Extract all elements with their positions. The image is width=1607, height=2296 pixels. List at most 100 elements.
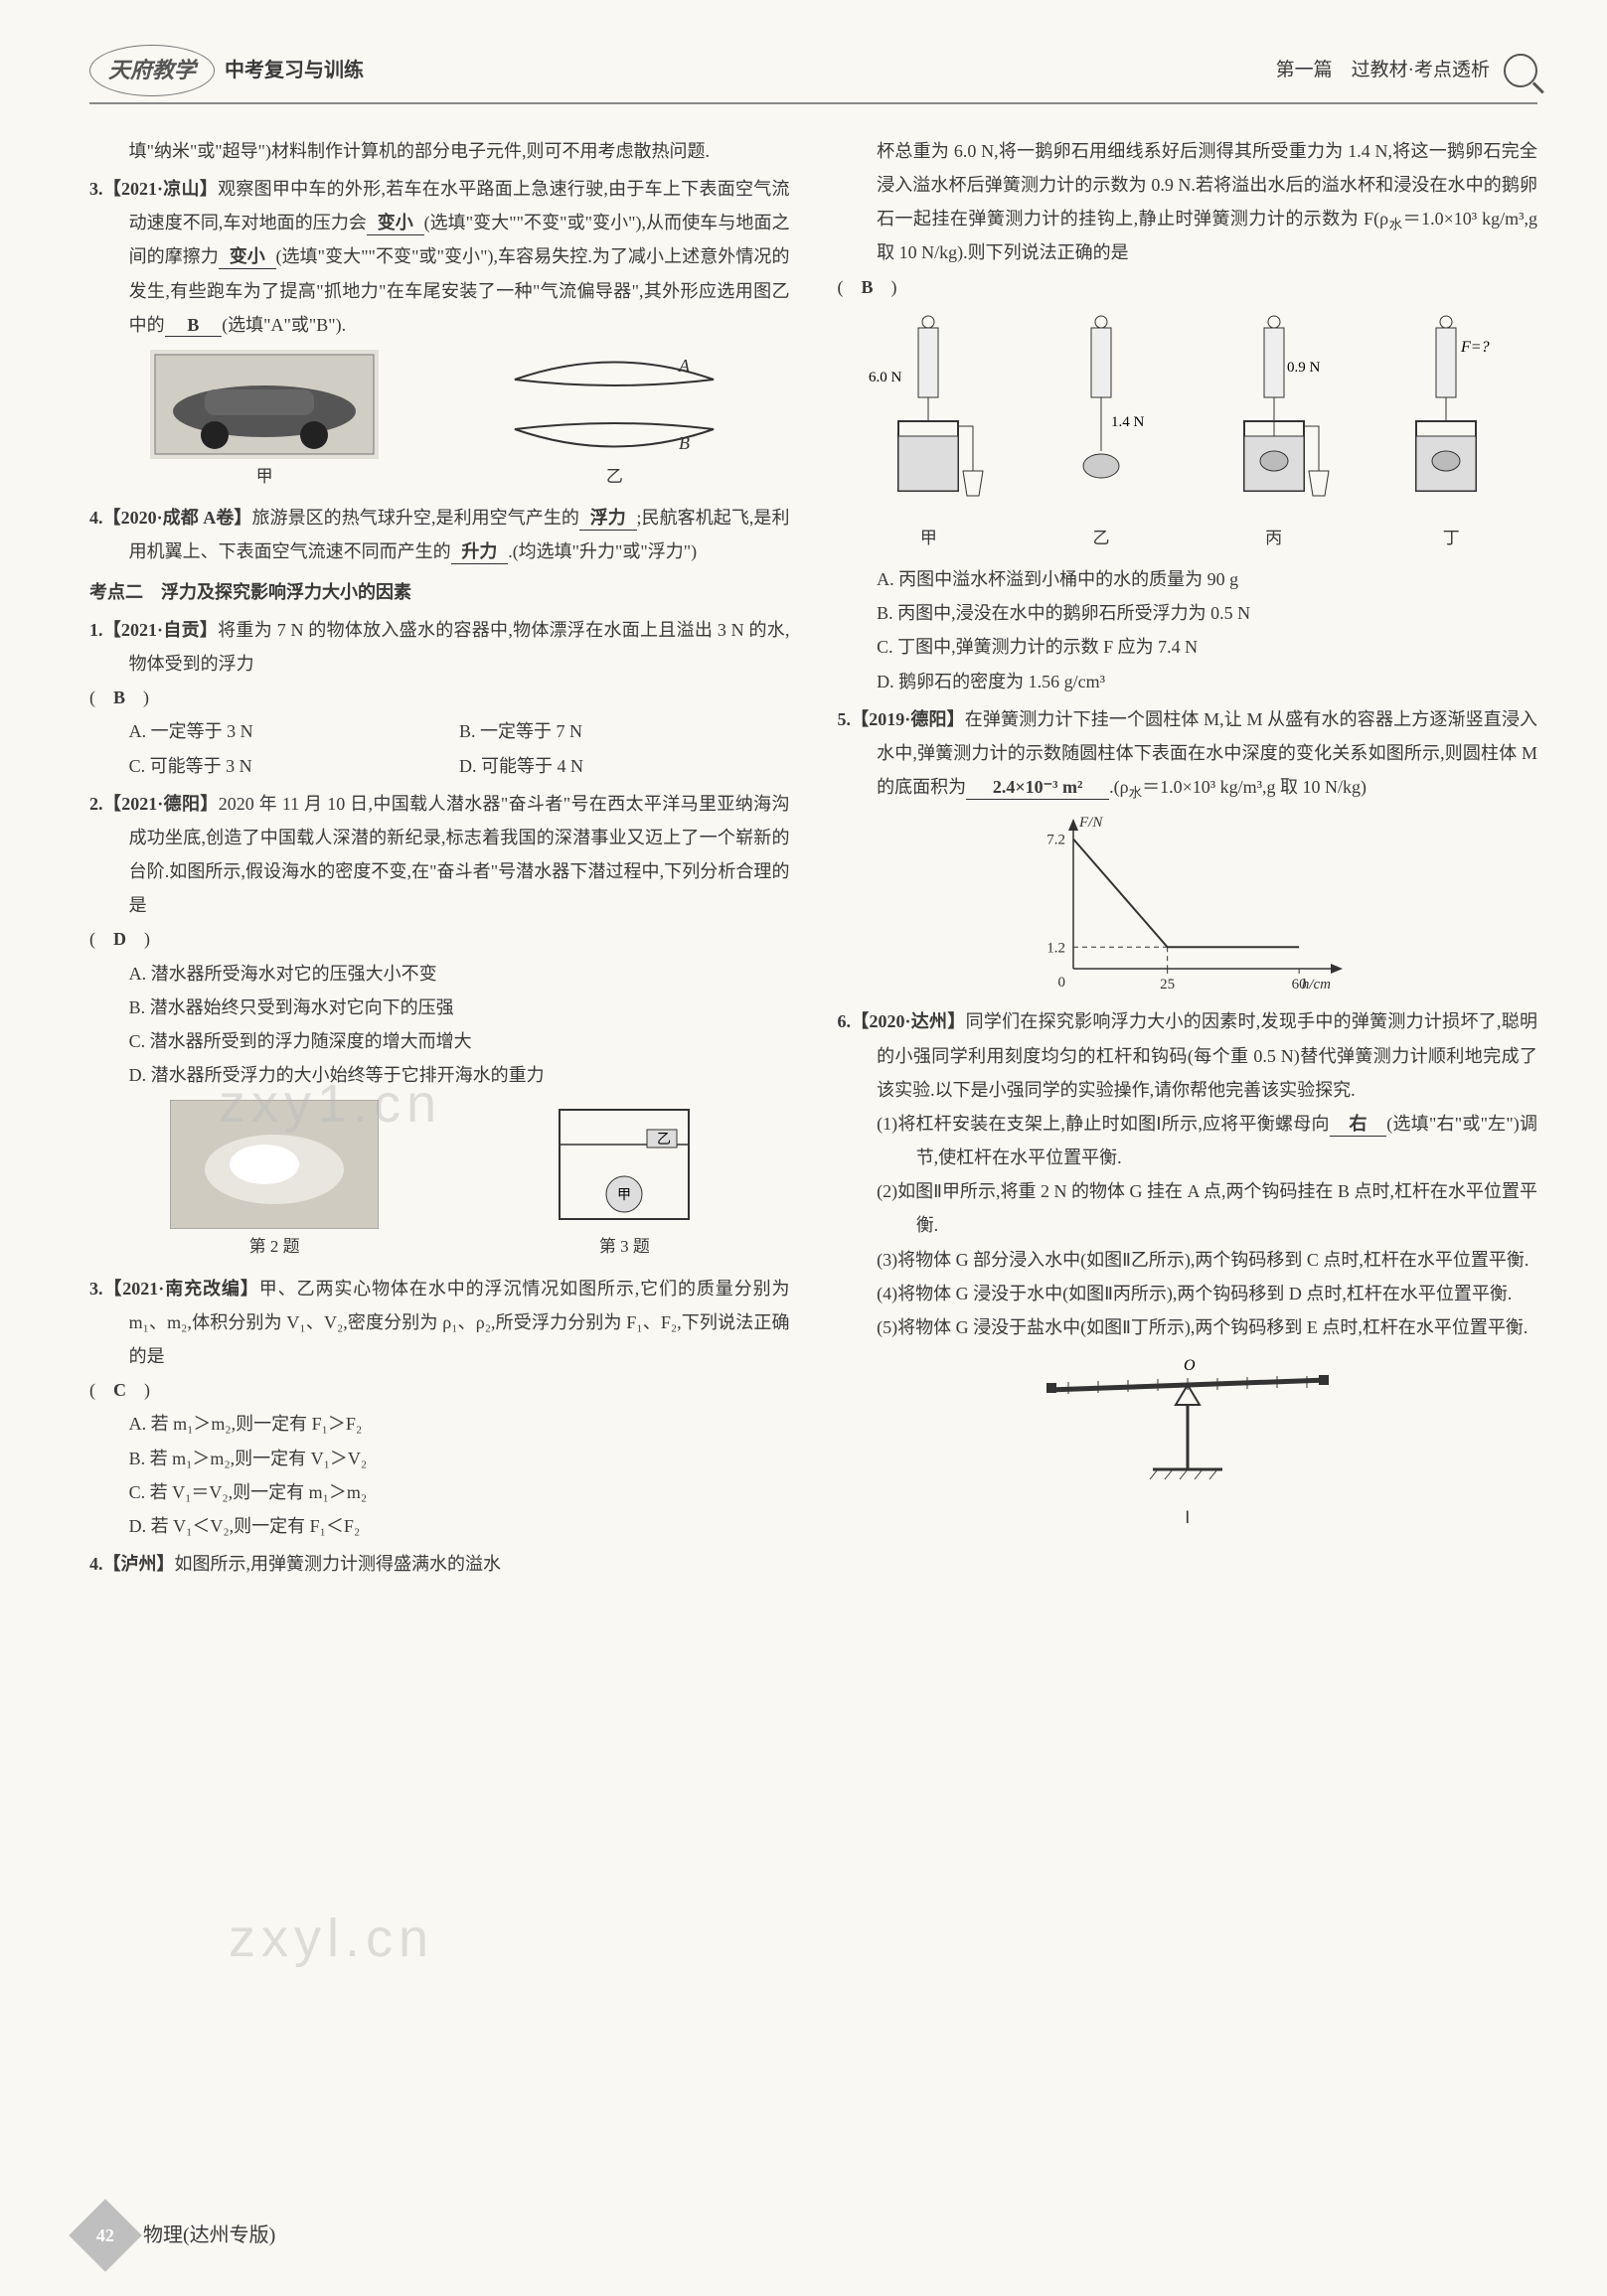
t2q3-src: 3.【2021·南充改编】 — [89, 1279, 259, 1299]
q4-src: 4.【2020·成都 A卷】 — [89, 508, 251, 528]
r-C: C. 丁图中,弹簧测力计的示数 F 应为 7.4 N — [877, 630, 1537, 664]
q3-b1: 变小 — [367, 213, 424, 235]
q6-text: 同学们在探究影响浮力大小的因素时,发现手中的弹簧测力计损坏了,聪明的小强同学利用… — [877, 1011, 1537, 1099]
right-column: 杯总重为 6.0 N,将一鹅卵石用细线系好后测得其所受重力为 1.4 N,将这一… — [838, 134, 1538, 1586]
q6: 6.【2020·达州】同学们在探究影响浮力大小的因素时,发现手中的弹簧测力计损坏… — [838, 1004, 1538, 1534]
watermark-2: zxyl.cn — [229, 1888, 434, 1990]
footer-label: 物理(达州专版) — [143, 2217, 275, 2254]
q6-s4: (4)将物体 G 浸没于水中(如图Ⅱ丙所示),两个钩码移到 D 点时,杠杆在水平… — [877, 1277, 1537, 1310]
q4: 4.【2020·成都 A卷】旅游景区的热气球升空,是利用空气产生的浮力;民航客机… — [89, 501, 790, 568]
svg-text:25: 25 — [1160, 977, 1175, 993]
q3-fig-wings: A B 乙 — [500, 350, 728, 493]
r-A: A. 丙图中溢水杯溢到小桶中的水的质量为 90 g — [877, 562, 1537, 596]
fig-yi: 1.4 N 乙 — [1046, 312, 1156, 554]
t2q4-text: 如图所示,用弹簧测力计测得盛满水的溢水 — [175, 1554, 502, 1574]
q6-sub: (1)将杠杆安装在支架上,静止时如图Ⅰ所示,应将平衡螺母向右(选填"右"或"左"… — [838, 1107, 1538, 1344]
q3-fig-car-label: 甲 — [150, 461, 379, 493]
t2q1-ans: B — [113, 688, 125, 707]
t2q3-B: B. 若 m₁＞m₂,则一定有 V₁＞V₂ — [129, 1442, 790, 1475]
r-options: A. 丙图中溢水杯溢到小桶中的水的质量为 90 g B. 丙图中,浸没在水中的鹅… — [838, 562, 1538, 698]
t2q2-answer-line: ( D ) — [89, 922, 790, 956]
q6-figure: O Ⅰ — [838, 1350, 1538, 1534]
t2q2-options: A. 潜水器所受海水对它的压强大小不变 B. 潜水器始终只受到海水对它向下的压强… — [89, 957, 790, 1093]
content-columns: 填"纳米"或"超导")材料制作计算机的部分电子元件,则可不用考虑散热问题. 3.… — [89, 134, 1537, 1586]
q3-fig-wings-label: 乙 — [500, 461, 728, 493]
fig-bing-v: 0.9 N — [1287, 360, 1321, 376]
page-number: 42 — [96, 2219, 114, 2252]
q4-ta: 旅游景区的热气球升空,是利用空气产生的 — [251, 508, 578, 528]
q3-b2: 变小 — [219, 246, 276, 269]
fig-jia-l: 甲 — [864, 523, 993, 554]
svg-text:1.2: 1.2 — [1046, 941, 1065, 957]
q5-body: 5.【2019·德阳】在弹簧测力计下挂一个圆柱体 M,让 M 从盛有水的容器上方… — [838, 702, 1538, 805]
q3-body: 3.【2021·凉山】观察图甲中车的外形,若车在水平路面上急速行驶,由于车上下表… — [89, 172, 790, 342]
q6-body: 6.【2020·达州】同学们在探究影响浮力大小的因素时,发现手中的弹簧测力计损坏… — [838, 1004, 1538, 1107]
q6-s2: (2)如图Ⅱ甲所示,将重 2 N 的物体 G 挂在 A 点,两个钩码挂在 B 点… — [877, 1174, 1537, 1242]
t2q4-body: 4.【泸州】如图所示,用弹簧测力计测得盛满水的溢水 — [89, 1547, 790, 1581]
r-figure-4: 6.0 N 甲 1.4 N — [838, 312, 1538, 554]
q6-s3: (3)将物体 G 部分浸入水中(如图Ⅱ乙所示),两个钩码移到 C 点时,杠杆在水… — [877, 1243, 1537, 1277]
q6-src: 6.【2020·达州】 — [838, 1011, 966, 1031]
t2q4-src: 4.【泸州】 — [89, 1554, 175, 1574]
t2q2-fig3: 乙 甲 第 3 题 — [540, 1100, 709, 1263]
svg-text:60: 60 — [1291, 977, 1306, 993]
magnifier-icon — [1504, 54, 1537, 87]
t2q2-A: A. 潜水器所受海水对它的压强大小不变 — [129, 957, 790, 991]
fig-jia-v: 6.0 N — [869, 370, 902, 385]
page-number-diamond: 42 — [69, 2199, 142, 2272]
q5: 5.【2019·德阳】在弹簧测力计下挂一个圆柱体 M,让 M 从盛有水的容器上方… — [838, 702, 1538, 999]
section-label: 第一篇 过教材·考点透析 — [1276, 53, 1490, 88]
q3-src: 3.【2021·凉山】 — [89, 179, 218, 199]
svg-text:A: A — [678, 356, 691, 376]
t2q2-text: 2020 年 11 月 10 日,中国载人潜水器"奋斗者"号在西太平洋马里亚纳海… — [129, 794, 790, 916]
q6-s5: (5)将物体 G 浸没于盐水中(如图Ⅱ丁所示),两个钩码移到 E 点时,杠杆在水… — [877, 1310, 1537, 1344]
svg-text:B: B — [679, 433, 690, 453]
r-cont: 杯总重为 6.0 N,将一鹅卵石用细线系好后测得其所受重力为 1.4 N,将这一… — [838, 134, 1538, 698]
logo: 天府教学 — [89, 45, 215, 96]
r-B: B. 丙图中,浸没在水中的鹅卵石所受浮力为 0.5 N — [877, 596, 1537, 630]
fig-ding-v: F=? — [1460, 339, 1490, 356]
t2q3-answer-line: ( C ) — [89, 1373, 790, 1407]
t2q2-B: B. 潜水器始终只受到海水对它向下的压强 — [129, 991, 790, 1024]
pre-text-line: 填"纳米"或"超导")材料制作计算机的部分电子元件,则可不用考虑散热问题. — [89, 134, 790, 168]
t2q2-D: D. 潜水器所受浮力的大小始终等于它排开海水的重力 — [129, 1058, 790, 1092]
r-cont-answer: ( B ) — [838, 270, 1538, 304]
t2q2-cap3: 第 3 题 — [540, 1231, 709, 1263]
fig-yi-v: 1.4 N — [1111, 414, 1145, 430]
t2q2-body: 2.【2021·德阳】2020 年 11 月 10 日,中国载人潜水器"奋斗者"… — [89, 787, 790, 923]
r-cont-body: 杯总重为 6.0 N,将一鹅卵石用细线系好后测得其所受重力为 1.4 N,将这一… — [838, 134, 1538, 270]
t2q1-text: 将重为 7 N 的物体放入盛水的容器中,物体漂浮在水面上且溢出 3 N 的水,物… — [129, 620, 790, 674]
q5-blank: 2.4×10⁻³ m² — [966, 777, 1109, 800]
t2q2: 2.【2021·德阳】2020 年 11 月 10 日,中国载人潜水器"奋斗者"… — [89, 787, 790, 1264]
q3: 3.【2021·凉山】观察图甲中车的外形,若车在水平路面上急速行驶,由于车上下表… — [89, 172, 790, 493]
q4-tc: .(均选填"升力"或"浮力") — [508, 541, 697, 561]
svg-text:乙: 乙 — [657, 1132, 671, 1148]
page-footer: 42 物理(达州专版) — [80, 2210, 275, 2261]
q3-b3: B — [165, 315, 223, 338]
q5-chart: F/Nh/cm1.27.202560 — [838, 810, 1538, 998]
t2q1-options: A. 一定等于 3 N B. 一定等于 7 N C. 可能等于 3 N D. 可… — [89, 714, 790, 782]
t2q3-ans: C — [113, 1380, 126, 1400]
fig-ding-l: 丁 — [1391, 523, 1511, 554]
fig-yi-l: 乙 — [1046, 523, 1156, 554]
q3-figure: 甲 A B 乙 — [89, 350, 790, 493]
logo-subtitle: 中考复习与训练 — [225, 52, 364, 89]
t2q1-answer-line: ( B ) — [89, 681, 790, 714]
t2q3-D: D. 若 V₁＜V₂,则一定有 F₁＜F₂ — [129, 1509, 790, 1543]
t2q3-body: 3.【2021·南充改编】甲、乙两实心物体在水中的浮沉情况如图所示,它们的质量分… — [89, 1272, 790, 1374]
q6-s1-blank: 右 — [1330, 1114, 1387, 1137]
q3-td: (选填"A"或"B"). — [222, 315, 346, 335]
t2q3-C: C. 若 V₁＝V₂,则一定有 m₁＞m₂ — [129, 1475, 790, 1509]
t2q2-C: C. 潜水器所受到的浮力随深度的增大而增大 — [129, 1024, 790, 1058]
fig-ding: F=? 丁 — [1391, 312, 1511, 554]
pre-text: 填"纳米"或"超导")材料制作计算机的部分电子元件,则可不用考虑散热问题. — [89, 134, 790, 168]
svg-text:O: O — [1184, 1357, 1196, 1374]
q6-s1a: (1)将杠杆安装在支架上,静止时如图Ⅰ所示,应将平衡螺母向 — [877, 1114, 1330, 1134]
q3-fig-car: 甲 — [150, 350, 379, 493]
t2q1-D: D. 可能等于 4 N — [459, 749, 789, 783]
topic-2: 考点二 浮力及探究影响浮力大小的因素 — [89, 575, 790, 609]
t2q1-C: C. 可能等于 3 N — [129, 749, 459, 783]
t2q2-cap2: 第 2 题 — [170, 1231, 379, 1263]
r-D: D. 鹅卵石的密度为 1.56 g/cm³ — [877, 665, 1537, 698]
fig-jia: 6.0 N 甲 — [864, 312, 993, 554]
